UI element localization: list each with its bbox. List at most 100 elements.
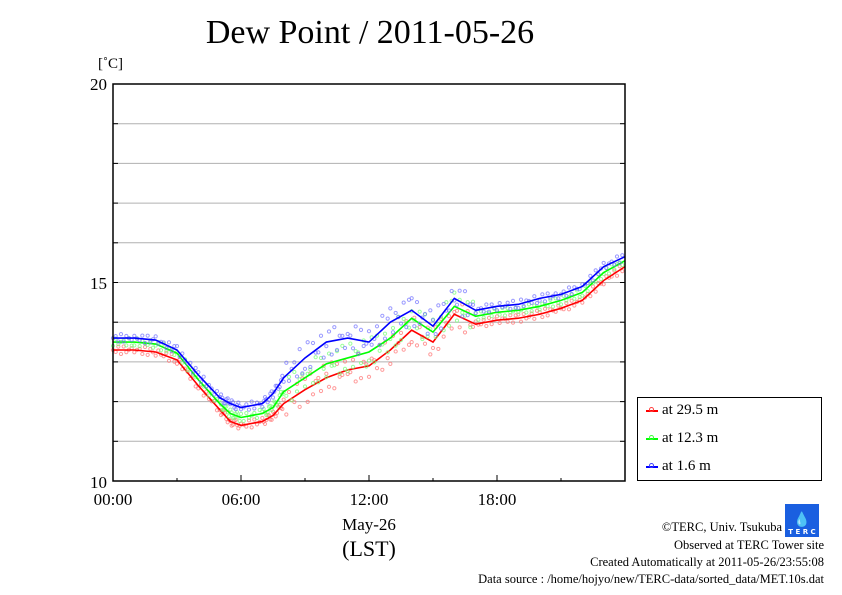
terc-logo: 💧 T E R C [785, 504, 819, 537]
data-point-16 [270, 395, 276, 400]
data-point-16 [201, 374, 206, 379]
created-text: Created Automatically at 2011-05-26/23:5… [590, 555, 824, 569]
data-point-123 [324, 375, 329, 380]
data-point-295 [113, 349, 118, 355]
data-point-16 [449, 288, 454, 294]
data-point-16 [286, 378, 292, 383]
data-point-295 [156, 348, 161, 353]
data-point-123 [294, 389, 300, 394]
data-point-16 [545, 291, 550, 296]
data-point-295 [540, 314, 545, 320]
data-point-16 [612, 262, 617, 267]
data-point-123 [404, 321, 409, 326]
data-point-123 [460, 310, 465, 315]
data-point-16 [246, 407, 252, 412]
data-point-123 [238, 411, 244, 417]
data-point-16 [462, 289, 468, 294]
data-point-123 [454, 318, 460, 323]
data-point-123 [390, 325, 396, 331]
data-point-123 [612, 267, 617, 272]
data-point-123 [281, 389, 286, 395]
data-point-123 [580, 293, 585, 298]
data-point-16 [516, 305, 521, 311]
data-point-295 [385, 356, 390, 361]
data-point-16 [422, 311, 428, 317]
data-point-16 [412, 324, 417, 329]
data-point-16 [310, 340, 316, 346]
data-point-295 [153, 353, 158, 358]
data-point-295 [436, 346, 441, 352]
data-point-295 [260, 415, 265, 421]
data-point-16 [358, 327, 364, 332]
data-point-123 [398, 337, 404, 343]
x-tick-label: 06:00 [221, 490, 261, 509]
data-point-295 [510, 320, 516, 325]
data-point-16 [532, 294, 537, 299]
x-axis-timezone: (LST) [342, 536, 396, 561]
data-point-123 [417, 309, 422, 314]
data-point-123 [537, 307, 542, 312]
data-point-16 [380, 313, 385, 318]
data-point-123 [350, 364, 356, 369]
data-point-123 [172, 352, 177, 358]
legend-item-29-5m: at 29.5 m [646, 402, 718, 419]
data-point-16 [590, 278, 596, 283]
data-point-16 [169, 349, 174, 354]
data-point-16 [292, 360, 297, 365]
data-point-123 [310, 381, 316, 386]
data-point-295 [564, 300, 569, 306]
data-point-16 [494, 308, 500, 313]
data-point-16 [142, 340, 148, 346]
data-point-16 [566, 285, 572, 290]
data-point-123 [337, 371, 342, 376]
data-point-295 [366, 374, 372, 379]
data-point-16 [294, 374, 300, 379]
data-point-123 [286, 374, 292, 380]
data-point-16 [457, 288, 462, 293]
data-point-16 [249, 399, 254, 404]
data-point-123 [382, 331, 388, 336]
data-point-295 [388, 361, 393, 366]
data-point-123 [385, 350, 390, 355]
data-point-16 [116, 339, 121, 344]
data-point-16 [308, 364, 313, 370]
data-point-16 [172, 343, 177, 349]
data-point-16 [316, 350, 321, 355]
y-axis-unit: [˚C] [98, 56, 123, 72]
data-point-295 [593, 289, 598, 294]
data-point-16 [332, 325, 337, 330]
data-point-123 [302, 384, 308, 389]
data-point-123 [226, 414, 232, 419]
data-point-16 [132, 333, 137, 338]
data-point-16 [556, 296, 561, 301]
data-point-123 [284, 393, 289, 398]
data-point-16 [417, 321, 422, 326]
data-point-295 [422, 341, 428, 346]
data-point-123 [244, 411, 249, 416]
data-point-295 [310, 392, 316, 397]
series-line-123 [113, 259, 626, 419]
data-point-123 [358, 360, 364, 366]
data-point-16 [593, 268, 598, 273]
data-point-123 [606, 271, 612, 276]
data-point-295 [446, 314, 452, 319]
data-point-295 [246, 418, 252, 423]
data-point-16 [121, 339, 126, 344]
data-point-123 [441, 328, 446, 333]
data-point-16 [272, 389, 277, 394]
data-point-16 [148, 339, 153, 345]
data-point-16 [441, 301, 446, 307]
data-point-123 [393, 343, 398, 348]
data-point-295 [280, 406, 285, 412]
x-tick-label: 12:00 [349, 490, 389, 509]
data-point-295 [481, 317, 486, 323]
series-line-16 [113, 255, 626, 409]
data-point-16 [321, 355, 326, 360]
legend-item-12-3m: at 12.3 m [646, 430, 718, 447]
data-point-16 [350, 346, 356, 351]
data-point-295 [269, 417, 274, 422]
data-point-295 [193, 384, 198, 389]
data-point-295 [620, 269, 625, 274]
